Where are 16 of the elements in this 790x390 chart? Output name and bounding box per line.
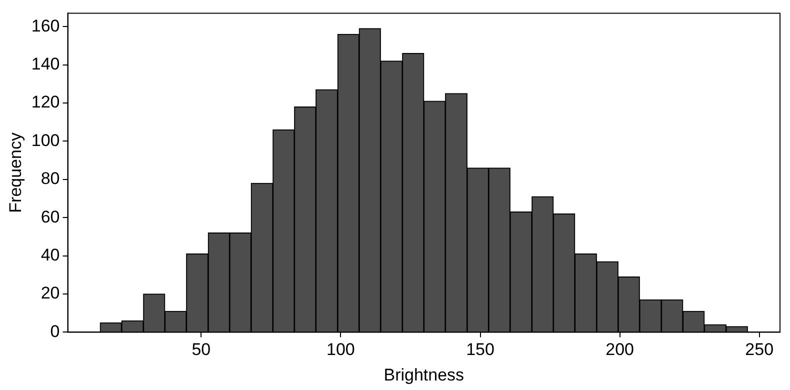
y-tick-label: 60 (40, 207, 60, 226)
y-tick-label: 140 (31, 54, 60, 74)
y-tick-label: 80 (40, 169, 60, 188)
x-axis-title: Brightness (384, 365, 464, 384)
x-tick-label: 150 (466, 340, 494, 360)
x-tick-label: 100 (326, 340, 355, 360)
y-axis-title: Frequency (6, 132, 25, 213)
y-tick-label: 40 (40, 245, 60, 264)
x-tick-label: 200 (606, 340, 634, 360)
y-tick-label: 0 (50, 322, 60, 341)
y-tick-label: 160 (31, 16, 60, 36)
y-tick-label: 120 (31, 92, 60, 112)
x-tick-label: 250 (745, 340, 774, 360)
y-tick-label: 20 (40, 284, 60, 303)
y-tick-label: 100 (31, 130, 60, 150)
x-tick-label: 50 (192, 340, 211, 360)
